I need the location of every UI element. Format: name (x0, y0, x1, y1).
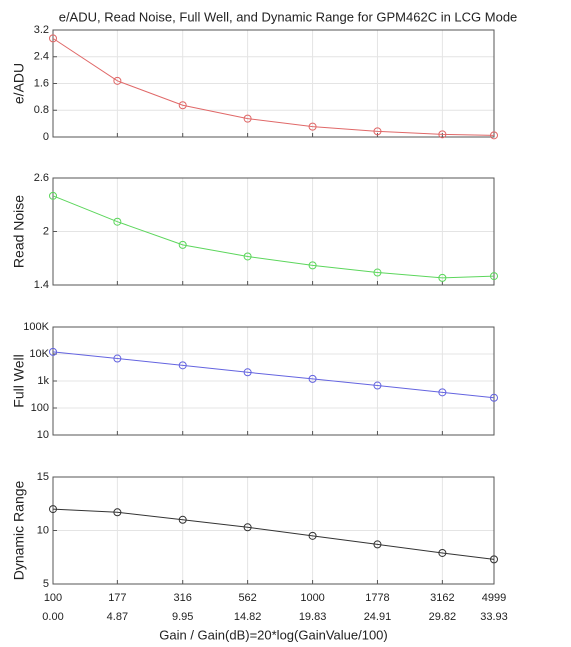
figure-title: e/ADU, Read Noise, Full Well, and Dynami… (59, 9, 518, 24)
data-point (243, 252, 252, 261)
data-point (438, 548, 447, 557)
y-tick-label: 5 (43, 578, 49, 590)
data-point (308, 531, 317, 540)
data-point (373, 381, 382, 390)
data-point (49, 347, 57, 356)
data-point (178, 101, 187, 110)
data-point (178, 240, 187, 249)
x-tick-db-label: 14.82 (234, 611, 262, 623)
x-tick-label: 316 (174, 592, 192, 604)
y-axis-label: Read Noise (11, 195, 27, 268)
data-point (308, 122, 317, 131)
series-line (52, 37, 495, 136)
data-point (178, 515, 187, 524)
plot-frame (52, 476, 495, 585)
data-point (243, 114, 252, 123)
y-tick-label: 100 (31, 402, 49, 414)
x-tick-label: 1000 (300, 592, 324, 604)
data-point (373, 127, 382, 136)
y-tick-label: 1.6 (34, 77, 49, 89)
y-tick-label: 0 (43, 131, 49, 143)
x-tick-label: 177 (108, 592, 126, 604)
data-point (438, 273, 447, 282)
x-tick-label: 1778 (365, 592, 389, 604)
data-point (373, 540, 382, 549)
data-point (113, 508, 122, 517)
data-point (438, 130, 447, 139)
data-point (113, 354, 122, 363)
data-point (373, 268, 382, 277)
data-point (308, 374, 317, 383)
y-tick-label: 1.4 (34, 279, 49, 291)
x-tick-db-label: 9.95 (172, 611, 193, 623)
data-point (49, 34, 57, 43)
data-point (490, 131, 498, 140)
x-tick-label: 562 (238, 592, 256, 604)
data-point (490, 272, 498, 281)
x-tick-db-label: 0.00 (42, 611, 63, 623)
y-axis-label: e/ADU (11, 63, 27, 104)
y-tick-label: 3.2 (34, 24, 49, 36)
y-tick-label: 10K (29, 348, 49, 360)
y-axis-label: Dynamic Range (11, 480, 27, 580)
y-tick-label: 10 (37, 524, 49, 536)
y-tick-label: 0.8 (34, 104, 49, 116)
x-tick-label: 100 (44, 592, 62, 604)
y-axis-label: Full Well (11, 354, 27, 407)
data-point (490, 555, 498, 564)
y-tick-label: 2.4 (34, 51, 49, 63)
series-line (52, 195, 495, 279)
plot-frame (52, 29, 495, 138)
y-tick-label: 1k (37, 375, 49, 387)
x-tick-label: 3162 (430, 592, 454, 604)
data-point (49, 505, 57, 514)
y-tick-label: 100K (23, 321, 49, 333)
x-tick-db-label: 29.82 (429, 611, 457, 623)
data-point (490, 393, 498, 402)
x-tick-db-label: 19.83 (299, 611, 327, 623)
series-line (52, 508, 495, 560)
data-point (243, 523, 252, 532)
x-axis-label: Gain / Gain(dB)=20*log(GainValue/100) (159, 627, 387, 642)
data-point (243, 368, 252, 377)
data-point (308, 261, 317, 270)
x-tick-db-label: 33.93 (480, 611, 508, 623)
y-tick-label: 2 (43, 225, 49, 237)
plot-frame (52, 326, 495, 436)
data-point (178, 361, 187, 370)
y-tick-label: 10 (37, 429, 49, 441)
data-point (113, 76, 122, 85)
x-tick-db-label: 24.91 (364, 611, 392, 623)
data-point (49, 191, 57, 200)
data-point (113, 217, 122, 226)
y-tick-label: 2.6 (34, 172, 49, 184)
y-tick-label: 15 (37, 471, 49, 483)
series-line (52, 351, 495, 399)
x-tick-db-label: 4.87 (107, 611, 128, 623)
data-point (438, 388, 447, 397)
plot-frame (52, 177, 495, 286)
x-tick-label: 4999 (482, 592, 506, 604)
